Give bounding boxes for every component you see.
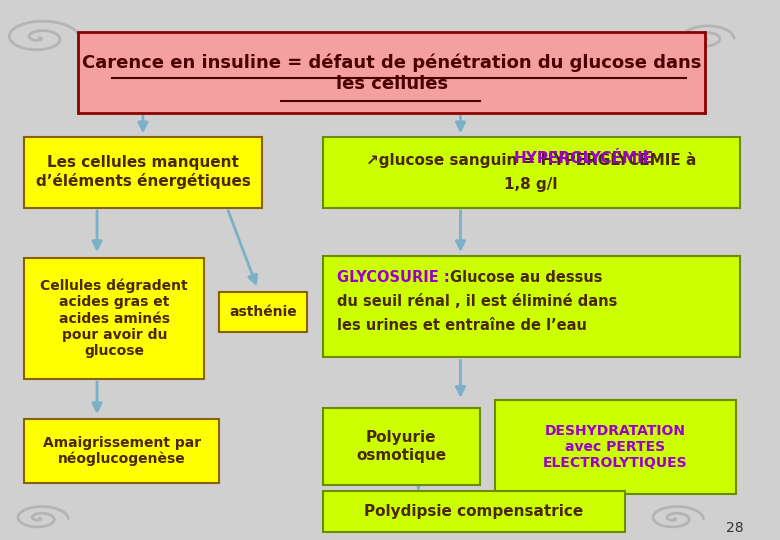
- Text: Polydipsie compensatrice: Polydipsie compensatrice: [364, 504, 583, 519]
- Text: Carence en insuline = défaut de pénétration du glucose dans
les cellules: Carence en insuline = défaut de pénétrat…: [82, 53, 701, 92]
- Text: 28: 28: [726, 521, 743, 535]
- FancyBboxPatch shape: [24, 137, 261, 208]
- Text: Glucose au dessus: Glucose au dessus: [450, 269, 602, 285]
- Text: GLYCOSURIE :: GLYCOSURIE :: [336, 269, 455, 285]
- Text: asthénie: asthénie: [229, 305, 297, 319]
- Text: Polyurie
osmotique: Polyurie osmotique: [356, 430, 446, 462]
- FancyBboxPatch shape: [24, 418, 219, 483]
- FancyBboxPatch shape: [495, 400, 736, 494]
- FancyBboxPatch shape: [24, 258, 204, 379]
- Text: du seuil rénal , il est éliminé dans: du seuil rénal , il est éliminé dans: [336, 294, 617, 309]
- FancyBboxPatch shape: [219, 292, 307, 332]
- FancyBboxPatch shape: [78, 32, 705, 113]
- Text: les urines et entraîne de l’eau: les urines et entraîne de l’eau: [336, 318, 587, 333]
- Text: ↗glucose sanguin = HYPERGLYCÉMIE à: ↗glucose sanguin = HYPERGLYCÉMIE à: [366, 150, 697, 168]
- FancyBboxPatch shape: [323, 491, 625, 532]
- FancyBboxPatch shape: [323, 256, 739, 357]
- Text: Amaigrissement par
néoglucogenèse: Amaigrissement par néoglucogenèse: [43, 435, 201, 467]
- Text: HYPERGLYCÉMIE: HYPERGLYCÉMIE: [513, 151, 654, 166]
- Text: Cellules dégradent
acides gras et
acides aminés
pour avoir du
glucose: Cellules dégradent acides gras et acides…: [41, 279, 188, 358]
- FancyBboxPatch shape: [323, 408, 480, 485]
- Text: 1,8 g/l: 1,8 g/l: [505, 177, 558, 192]
- Text: DESHYDRATATION
avec PERTES
ELECTROLYTIQUES: DESHYDRATATION avec PERTES ELECTROLYTIQU…: [543, 424, 688, 470]
- FancyBboxPatch shape: [323, 137, 739, 208]
- Text: Les cellules manquent
d’éléments énergétiques: Les cellules manquent d’éléments énergét…: [36, 156, 250, 189]
